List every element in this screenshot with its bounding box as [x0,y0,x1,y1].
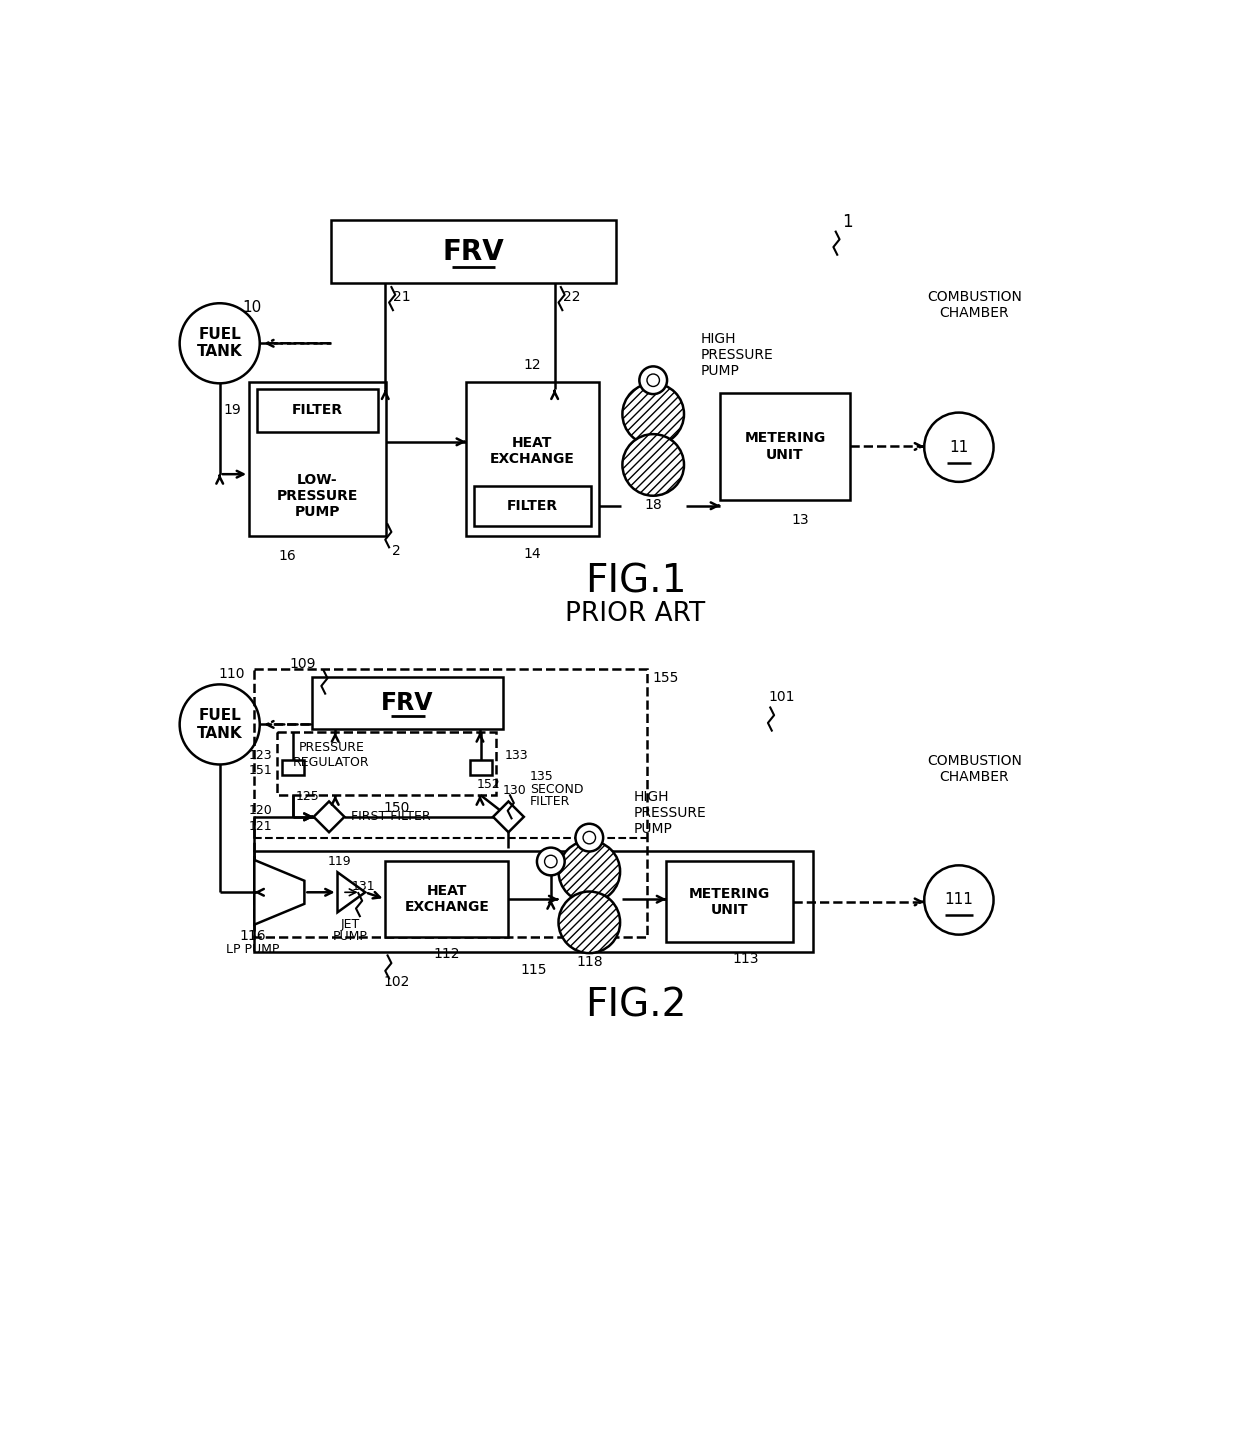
Text: 110: 110 [218,667,244,681]
Text: FILTER: FILTER [529,796,570,809]
Text: 116: 116 [239,929,267,943]
Text: FRV: FRV [382,691,434,714]
Text: FUEL
TANK: FUEL TANK [197,709,243,740]
Text: 22: 22 [563,290,580,304]
Text: 1: 1 [842,213,853,230]
Text: JET: JET [341,919,361,932]
Circle shape [924,413,993,483]
Polygon shape [494,801,523,832]
Circle shape [558,840,620,903]
Text: 155: 155 [652,671,678,685]
Bar [257,390,378,432]
Bar [466,381,599,536]
Text: PRIOR ART: PRIOR ART [565,601,706,627]
Bar [474,485,590,526]
Circle shape [640,367,667,394]
Text: LP PUMP: LP PUMP [226,943,279,956]
Circle shape [544,855,557,868]
Bar [249,381,386,536]
Polygon shape [254,859,304,924]
Circle shape [558,891,620,953]
Text: 130: 130 [502,784,527,797]
Text: FILTER: FILTER [291,403,343,417]
Text: 120: 120 [249,804,273,817]
Text: 113: 113 [732,952,759,966]
Text: HEAT
EXCHANGE: HEAT EXCHANGE [490,436,575,467]
Text: 131: 131 [352,881,376,894]
Bar [666,862,794,942]
Circle shape [924,865,993,935]
Text: 13: 13 [791,513,808,526]
Text: 123: 123 [249,749,273,762]
Text: 125: 125 [295,790,320,803]
Text: 12: 12 [523,358,541,372]
Text: FIRST FILTER: FIRST FILTER [351,810,430,823]
Text: HIGH
PRESSURE
PUMP: HIGH PRESSURE PUMP [701,332,774,378]
Text: COMBUSTION
CHAMBER: COMBUSTION CHAMBER [926,290,1022,320]
Text: 111: 111 [945,893,973,907]
Text: 101: 101 [769,691,795,704]
Text: 102: 102 [383,975,410,990]
Text: LOW-
PRESSURE
PUMP: LOW- PRESSURE PUMP [277,472,358,519]
Circle shape [180,303,259,384]
Bar [281,759,304,775]
Text: FUEL
TANK: FUEL TANK [197,327,243,359]
Circle shape [575,824,603,852]
Polygon shape [314,801,345,832]
Text: METERING
UNIT: METERING UNIT [689,887,770,917]
Text: PUMP: PUMP [334,930,368,943]
Circle shape [583,832,595,843]
Circle shape [180,684,259,765]
Text: HIGH
PRESSURE
PUMP: HIGH PRESSURE PUMP [634,790,707,836]
Text: HEAT
EXCHANGE: HEAT EXCHANGE [404,884,490,914]
Circle shape [647,374,660,387]
Bar [312,677,503,729]
Text: 121: 121 [249,820,273,833]
Text: 112: 112 [434,946,460,961]
Circle shape [622,435,684,496]
Text: 150: 150 [383,801,410,814]
Text: 151: 151 [249,764,273,777]
Text: 16: 16 [279,549,296,562]
Bar [331,220,616,283]
Text: FIG.2: FIG.2 [585,987,686,1024]
Circle shape [622,384,684,445]
Text: 152: 152 [476,778,500,791]
Text: FRV: FRV [443,238,505,265]
Text: METERING
UNIT: METERING UNIT [744,432,826,462]
Circle shape [537,848,564,875]
Text: 10: 10 [242,300,262,314]
Text: 2: 2 [392,545,402,558]
Text: SECOND: SECOND [529,782,584,796]
Text: 18: 18 [645,498,662,511]
Text: 133: 133 [505,749,528,762]
Text: PRESSURE
REGULATOR: PRESSURE REGULATOR [293,742,370,769]
Text: 115: 115 [521,964,547,977]
Text: 109: 109 [290,658,316,671]
Text: 14: 14 [523,548,541,561]
Bar [470,759,491,775]
Bar [386,862,508,938]
Polygon shape [337,872,366,913]
Text: FILTER: FILTER [507,498,558,513]
Text: 135: 135 [529,771,554,784]
Text: COMBUSTION
CHAMBER: COMBUSTION CHAMBER [926,753,1022,784]
Bar [254,852,812,952]
Text: 11: 11 [950,439,968,455]
Text: 119: 119 [327,855,351,868]
Bar [254,669,647,938]
Text: 21: 21 [393,290,410,304]
Bar [720,393,849,500]
Text: 118: 118 [577,955,603,969]
Text: FIG.1: FIG.1 [585,564,686,601]
Bar [278,732,496,796]
Text: 19: 19 [223,403,241,417]
